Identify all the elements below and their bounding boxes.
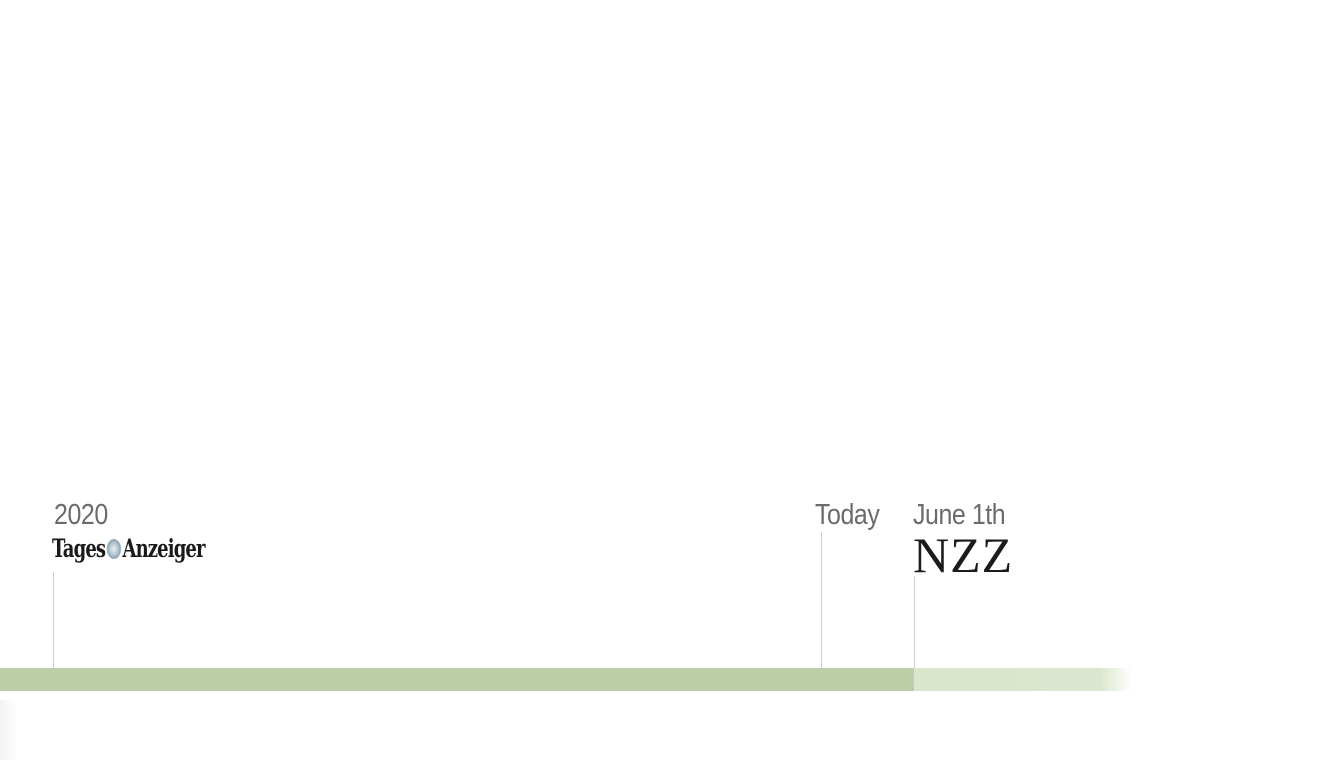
timeline-upcoming-bar [914,668,1132,691]
date-label-today: Today [815,499,880,531]
nzz-logo: NZZ [913,527,1014,583]
marker-line-june [914,576,915,668]
date-label-2020: 2020 [54,499,108,531]
marker-line-today [821,532,822,668]
marker-line-2020 [53,572,54,668]
tages-anzeiger-logo: Tages Anzeiger [52,534,206,563]
date-label-june: June 1th [913,499,1006,531]
globe-emblem-icon [106,538,122,559]
edge-shade [0,700,18,760]
timeline-elapsed-bar [0,668,914,691]
anzeiger-logo-word: Anzeiger [122,534,205,563]
tages-logo-word: Tages [52,534,106,563]
